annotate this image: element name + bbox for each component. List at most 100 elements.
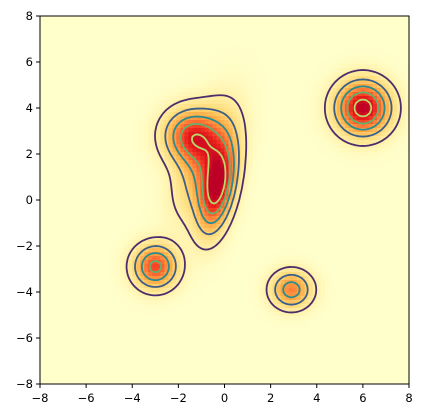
heatmap-cell <box>340 216 346 221</box>
heatmap-cell <box>56 188 61 193</box>
heatmap-cell <box>300 72 306 77</box>
heatmap-cell <box>392 100 398 105</box>
heatmap-cell <box>140 80 145 85</box>
heatmap-cell <box>396 164 402 169</box>
heatmap-cell <box>100 192 105 197</box>
heatmap-cell <box>144 124 149 129</box>
heatmap-cell <box>88 60 93 65</box>
heatmap-cell <box>52 84 57 89</box>
heatmap-cell <box>252 156 258 161</box>
heatmap-cell <box>168 44 173 49</box>
heatmap-cell <box>124 40 129 45</box>
heatmap-cell <box>236 212 242 217</box>
heatmap-cell <box>52 60 57 65</box>
heatmap-cell <box>152 168 157 173</box>
heatmap-cell <box>364 220 370 225</box>
heatmap-cell <box>196 120 202 125</box>
heatmap-cell <box>300 88 306 93</box>
heatmap-cell <box>84 40 89 45</box>
heatmap-cell <box>380 148 386 153</box>
heatmap-cell <box>240 216 246 221</box>
heatmap-cell <box>144 200 149 205</box>
heatmap-cell <box>300 76 306 81</box>
heatmap-cell <box>372 148 378 153</box>
heatmap-cell <box>72 116 77 121</box>
heatmap-cell <box>72 216 77 221</box>
heatmap-cell <box>280 140 286 145</box>
heatmap-cell <box>376 160 382 165</box>
heatmap-cell <box>352 164 358 169</box>
heatmap-cell <box>384 180 390 185</box>
heatmap-cell <box>56 204 61 209</box>
heatmap-cell <box>224 68 230 73</box>
heatmap-cell <box>140 116 145 121</box>
heatmap-cell <box>336 16 342 21</box>
heatmap-cell <box>188 60 194 65</box>
heatmap-cell <box>116 56 121 61</box>
heatmap-cell <box>264 40 270 45</box>
heatmap-cell <box>268 120 274 125</box>
heatmap-cell <box>260 48 266 53</box>
heatmap-cell <box>332 164 338 169</box>
heatmap-cell <box>68 228 73 233</box>
heatmap-cell <box>132 80 137 85</box>
heatmap-cell <box>252 192 258 197</box>
heatmap-cell <box>68 128 73 133</box>
heatmap-cell <box>380 168 386 173</box>
heatmap-cell <box>160 180 165 185</box>
heatmap-cell <box>284 52 290 57</box>
heatmap-cell <box>312 120 318 125</box>
heatmap-cell <box>304 16 310 21</box>
heatmap-cell <box>288 32 294 37</box>
heatmap-cell <box>148 116 153 121</box>
heatmap-cell <box>280 212 286 217</box>
heatmap-cell <box>80 220 85 225</box>
heatmap-cell <box>300 16 306 21</box>
heatmap-cell <box>152 72 157 77</box>
heatmap-cell <box>128 32 133 37</box>
heatmap-cell <box>320 180 326 185</box>
heatmap-cell <box>80 196 85 201</box>
heatmap-cell <box>68 40 73 45</box>
heatmap-cell <box>44 120 49 125</box>
heatmap-cell <box>276 228 282 233</box>
heatmap-cell <box>356 168 362 173</box>
heatmap-cell <box>236 44 242 49</box>
heatmap-cell <box>144 80 149 85</box>
heatmap-cell <box>168 20 173 25</box>
heatmap-cell <box>92 192 97 197</box>
heatmap-cell <box>212 84 218 89</box>
heatmap-cell <box>280 148 286 153</box>
heatmap-cell <box>312 68 318 73</box>
heatmap-cell <box>56 40 61 45</box>
heatmap-cell <box>264 112 270 117</box>
heatmap-cell <box>220 52 226 57</box>
heatmap-cell <box>224 136 230 141</box>
heatmap-cell <box>200 16 206 21</box>
heatmap-cell <box>96 140 101 145</box>
heatmap-cell <box>392 160 398 165</box>
heatmap-cell <box>172 60 177 65</box>
heatmap-cell <box>104 232 109 237</box>
heatmap-cell <box>272 88 278 93</box>
heatmap-cell <box>160 156 165 161</box>
heatmap-cell <box>140 124 145 129</box>
heatmap-cell <box>280 128 286 133</box>
heatmap-cell <box>112 36 117 41</box>
heatmap-cell <box>220 228 226 233</box>
heatmap-cell <box>316 76 322 81</box>
heatmap-cell <box>384 104 390 109</box>
heatmap-cell <box>108 136 113 141</box>
heatmap-cell <box>64 76 69 81</box>
heatmap-cell <box>236 92 242 97</box>
heatmap-cell <box>176 176 181 181</box>
heatmap-cell <box>152 80 157 85</box>
heatmap-cell <box>372 184 378 189</box>
heatmap-cell <box>108 116 113 121</box>
heatmap-cell <box>188 156 194 161</box>
heatmap-cell <box>296 172 302 177</box>
heatmap-cell <box>392 60 398 65</box>
heatmap-cell <box>224 28 230 33</box>
heatmap-cell <box>296 204 302 209</box>
heatmap-cell <box>304 28 310 33</box>
